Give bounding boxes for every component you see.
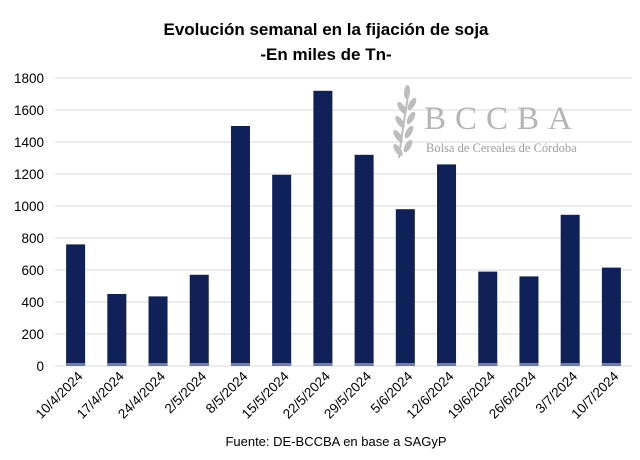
y-axis: 0 200 400 600 800 1000 1200 1400 1600 1800 bbox=[14, 71, 44, 374]
bar bbox=[437, 164, 457, 366]
y-tick-label: 1200 bbox=[14, 167, 44, 182]
bar-base bbox=[478, 363, 498, 366]
chart-title: Evolución semanal en la fijación de soja bbox=[164, 20, 490, 39]
bar bbox=[189, 274, 209, 366]
bar bbox=[478, 271, 498, 366]
bar-base bbox=[354, 363, 374, 366]
bar bbox=[560, 214, 580, 366]
bars bbox=[66, 90, 621, 367]
bar bbox=[107, 294, 127, 366]
bar-base bbox=[395, 363, 415, 366]
y-tick-label: 600 bbox=[21, 263, 44, 278]
logo-subtext: Bolsa de Cereales de Córdoba bbox=[426, 141, 577, 155]
y-tick-label: 1400 bbox=[14, 135, 44, 150]
bar bbox=[395, 209, 415, 366]
bar-base bbox=[107, 363, 127, 366]
x-axis: 10/4/202417/4/202424/4/20242/5/20248/5/2… bbox=[33, 368, 622, 421]
bar-base bbox=[313, 363, 333, 366]
bar-base bbox=[230, 363, 250, 366]
bar bbox=[313, 90, 333, 367]
logo-text: BCCBA bbox=[424, 101, 581, 137]
bar-base bbox=[272, 363, 292, 366]
bar-base bbox=[560, 363, 580, 366]
bar bbox=[272, 174, 292, 366]
x-tick-label: 2/5/2024 bbox=[162, 368, 210, 416]
y-tick-label: 0 bbox=[36, 359, 44, 374]
bar bbox=[519, 276, 539, 366]
bar bbox=[66, 244, 86, 366]
chart-subtitle: -En miles de Tn- bbox=[260, 45, 391, 64]
y-tick-label: 400 bbox=[21, 295, 44, 310]
y-tick-label: 1000 bbox=[14, 199, 44, 214]
bar bbox=[354, 154, 374, 366]
y-tick-label: 200 bbox=[21, 327, 44, 342]
bar-base bbox=[601, 363, 621, 366]
bar bbox=[601, 267, 621, 366]
wheat-icon bbox=[393, 85, 417, 159]
bar-base bbox=[519, 363, 539, 366]
y-tick-label: 800 bbox=[21, 231, 44, 246]
watermark-logo: BCCBA Bolsa de Cereales de Córdoba bbox=[393, 85, 581, 159]
bar-base bbox=[148, 363, 168, 366]
bar-base bbox=[437, 363, 457, 366]
y-tick-label: 1800 bbox=[14, 71, 44, 86]
bar bbox=[148, 296, 168, 366]
bar-base bbox=[66, 363, 86, 366]
bar-base bbox=[189, 363, 209, 366]
bar bbox=[230, 126, 250, 366]
source-note: Fuente: DE-BCCBA en base a SAGyP bbox=[225, 434, 446, 449]
y-tick-label: 1600 bbox=[14, 103, 44, 118]
